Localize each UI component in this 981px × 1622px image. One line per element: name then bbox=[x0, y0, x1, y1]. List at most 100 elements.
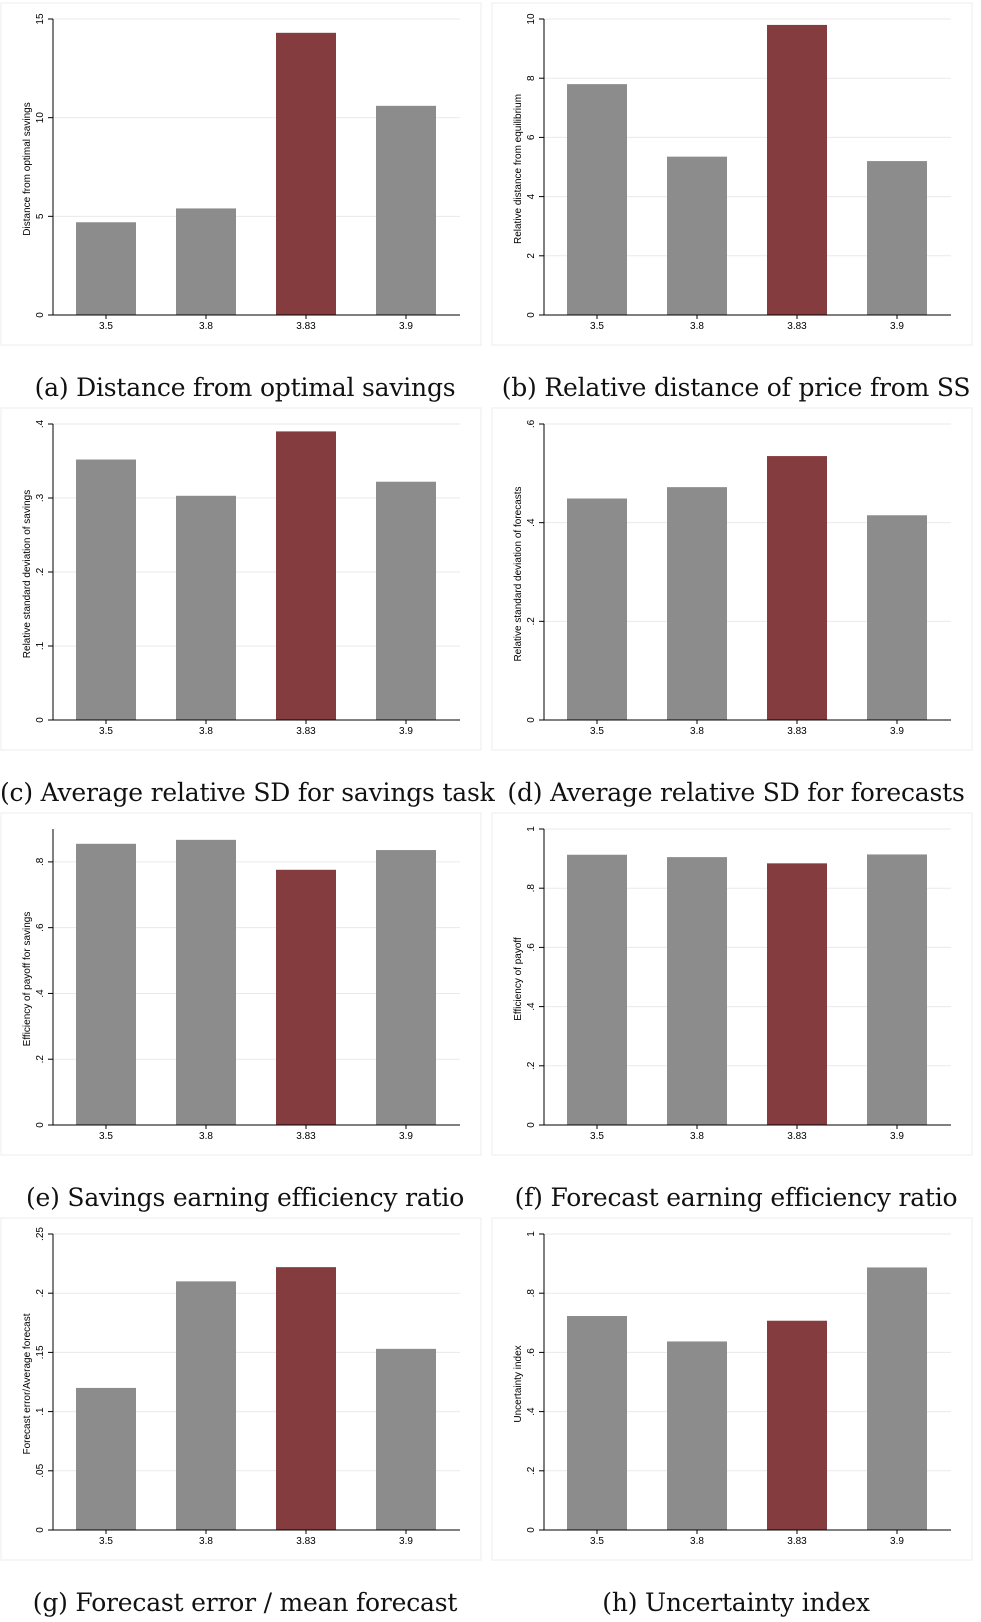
bar-chart-g: 0 .05 .1 .15 .2 .25 3.5 3.8 3.83 3.9 Forecast erro… bbox=[0, 1217, 482, 1561]
y-tick-label-b-4: 8 bbox=[526, 75, 537, 81]
y-tick-label-b-5: 10 bbox=[526, 13, 537, 25]
x-tick-label-g-1: 3.8 bbox=[199, 1536, 213, 1547]
y-tick-label-e-2: .4 bbox=[35, 989, 46, 998]
panel-border-a bbox=[0, 2, 482, 346]
y-tick-label-a-1: 5 bbox=[35, 213, 46, 219]
y-tick-label-h-1: .2 bbox=[526, 1466, 537, 1475]
panel-border-g bbox=[0, 1217, 482, 1561]
y-tick-label-d-0: 0 bbox=[526, 717, 537, 723]
bar-chart-d: 0 .2 .4 .6 3.5 3.8 3.83 3.9 Relative standard de… bbox=[491, 407, 973, 751]
x-tick-label-e-3: 3.9 bbox=[399, 1131, 413, 1142]
bar-e-3_83 bbox=[276, 869, 336, 1125]
y-tick-label-c-2: .2 bbox=[35, 567, 46, 576]
y-tick-label-f-0: 0 bbox=[526, 1122, 537, 1128]
y-tick-label-h-4: .8 bbox=[526, 1289, 537, 1298]
bar-chart-h: 0 .2 .4 .6 .8 1 3.5 3.8 3.83 3.9 Uncertainty index bbox=[491, 1217, 973, 1561]
caption-g: (g) Forecast error / mean forecast bbox=[32, 1588, 458, 1617]
chart-panel-b: 0 2 4 6 8 10 3.5 3.8 3.83 3.9 Relative distance fr… bbox=[491, 0, 981, 405]
chart-panel-e: 0 .2 .4 .6 .8 3.5 3.8 3.83 3.9 Efficiency of payo… bbox=[0, 810, 490, 1215]
bar-a-3_8 bbox=[176, 208, 236, 315]
y-tick-label-g-3: .15 bbox=[35, 1345, 46, 1359]
bar-chart-e: 0 .2 .4 .6 .8 3.5 3.8 3.83 3.9 Efficiency of payo… bbox=[0, 812, 482, 1156]
bar-b-3_8 bbox=[667, 156, 727, 315]
y-axis-label-e: Efficiency of payoff for savings bbox=[22, 912, 33, 1047]
x-tick-label-d-0: 3.5 bbox=[590, 726, 604, 737]
bar-c-3_5 bbox=[76, 459, 136, 720]
y-tick-label-g-0: 0 bbox=[35, 1527, 46, 1533]
x-tick-label-b-0: 3.5 bbox=[590, 321, 604, 332]
y-tick-label-h-5: 1 bbox=[526, 1231, 537, 1237]
x-tick-label-a-0: 3.5 bbox=[99, 321, 113, 332]
bar-d-3_8 bbox=[667, 487, 727, 720]
y-tick-label-d-1: .2 bbox=[526, 617, 537, 626]
y-tick-label-e-4: .8 bbox=[35, 857, 46, 866]
panel-border-c bbox=[0, 407, 482, 751]
y-axis-label-f: Efficiency of payoff bbox=[513, 937, 524, 1021]
y-tick-label-f-4: .8 bbox=[526, 884, 537, 893]
bar-chart-f: 0 .2 .4 .6 .8 1 3.5 3.8 3.83 3.9 Efficiency of pay… bbox=[491, 812, 973, 1156]
bar-f-3_9 bbox=[867, 854, 927, 1125]
y-axis-label-a: Distance from optimal savings bbox=[22, 102, 33, 235]
x-tick-label-g-2: 3.83 bbox=[296, 1536, 316, 1547]
y-tick-label-b-3: 6 bbox=[526, 134, 537, 140]
bar-h-3_83 bbox=[767, 1320, 827, 1530]
x-tick-label-f-1: 3.8 bbox=[690, 1131, 704, 1142]
y-tick-label-h-3: .6 bbox=[526, 1348, 537, 1357]
y-tick-label-a-3: 15 bbox=[35, 13, 46, 25]
bar-h-3_9 bbox=[867, 1267, 927, 1530]
x-tick-label-e-1: 3.8 bbox=[199, 1131, 213, 1142]
x-tick-label-d-1: 3.8 bbox=[690, 726, 704, 737]
panel-border-d bbox=[491, 407, 973, 751]
y-tick-label-f-2: .4 bbox=[526, 1002, 537, 1011]
chart-panel-c: 0 .1 .2 .3 .4 3.5 3.8 3.83 3.9 Relative standard … bbox=[0, 405, 495, 810]
y-tick-label-b-1: 2 bbox=[526, 253, 537, 259]
y-tick-label-c-0: 0 bbox=[35, 717, 46, 723]
y-tick-label-c-4: .4 bbox=[35, 419, 46, 428]
x-tick-label-c-2: 3.83 bbox=[296, 726, 316, 737]
caption-e: (e) Savings earning efficiency ratio bbox=[25, 1183, 465, 1212]
y-tick-label-h-2: .4 bbox=[526, 1407, 537, 1416]
y-tick-label-f-1: .2 bbox=[526, 1061, 537, 1070]
bar-f-3_5 bbox=[567, 854, 627, 1125]
bar-f-3_83 bbox=[767, 863, 827, 1125]
caption-b: (b) Relative distance of price from SS bbox=[501, 373, 971, 402]
bar-b-3_83 bbox=[767, 24, 827, 315]
y-tick-label-c-3: .3 bbox=[35, 493, 46, 502]
y-tick-label-d-3: .6 bbox=[526, 419, 537, 428]
y-axis-label-h: Uncertainty index bbox=[513, 1345, 524, 1422]
bar-a-3_9 bbox=[376, 105, 436, 316]
x-tick-label-a-2: 3.83 bbox=[296, 321, 316, 332]
y-tick-label-b-0: 0 bbox=[526, 312, 537, 318]
x-tick-label-g-0: 3.5 bbox=[99, 1536, 113, 1547]
bar-g-3_5 bbox=[76, 1387, 136, 1530]
bar-c-3_8 bbox=[176, 495, 236, 720]
bar-e-3_9 bbox=[376, 850, 436, 1125]
chart-panel-a: 0 5 10 15 3.5 3.8 3.83 3.9 Distance from optimal… bbox=[0, 0, 490, 405]
x-tick-label-h-1: 3.8 bbox=[690, 1536, 704, 1547]
bar-h-3_8 bbox=[667, 1341, 727, 1530]
x-tick-label-b-1: 3.8 bbox=[690, 321, 704, 332]
bar-d-3_9 bbox=[867, 515, 927, 720]
chart-panel-f: 0 .2 .4 .6 .8 1 3.5 3.8 3.83 3.9 Efficiency of pay… bbox=[491, 810, 981, 1215]
y-axis-label-c: Relative standard deviation of savings bbox=[22, 490, 33, 658]
panel-border-b bbox=[491, 2, 973, 346]
bar-d-3_83 bbox=[767, 456, 827, 720]
y-tick-label-g-5: .25 bbox=[35, 1227, 46, 1241]
bar-chart-c: 0 .1 .2 .3 .4 3.5 3.8 3.83 3.9 Relative standard … bbox=[0, 407, 482, 751]
bar-chart-b: 0 2 4 6 8 10 3.5 3.8 3.83 3.9 Relative distance fr… bbox=[491, 2, 973, 346]
y-tick-label-e-1: .2 bbox=[35, 1055, 46, 1064]
bar-g-3_83 bbox=[276, 1267, 336, 1530]
x-tick-label-c-3: 3.9 bbox=[399, 726, 413, 737]
y-tick-label-e-0: 0 bbox=[35, 1122, 46, 1128]
y-tick-label-a-2: 10 bbox=[35, 112, 46, 124]
chart-panel-g: 0 .05 .1 .15 .2 .25 3.5 3.8 3.83 3.9 Forecast erro… bbox=[0, 1215, 490, 1620]
chart-panel-d: 0 .2 .4 .6 3.5 3.8 3.83 3.9 Relative standard de… bbox=[491, 405, 981, 810]
bar-g-3_9 bbox=[376, 1348, 436, 1530]
caption-f: (f) Forecast earning efficiency ratio bbox=[514, 1183, 958, 1212]
y-tick-label-a-0: 0 bbox=[35, 312, 46, 318]
chart-panel-h: 0 .2 .4 .6 .8 1 3.5 3.8 3.83 3.9 Uncertainty index… bbox=[491, 1215, 981, 1620]
x-tick-label-e-0: 3.5 bbox=[99, 1131, 113, 1142]
y-tick-label-g-2: .1 bbox=[35, 1407, 46, 1416]
caption-h: (h) Uncertainty index bbox=[602, 1588, 870, 1617]
x-tick-label-h-2: 3.83 bbox=[787, 1536, 807, 1547]
